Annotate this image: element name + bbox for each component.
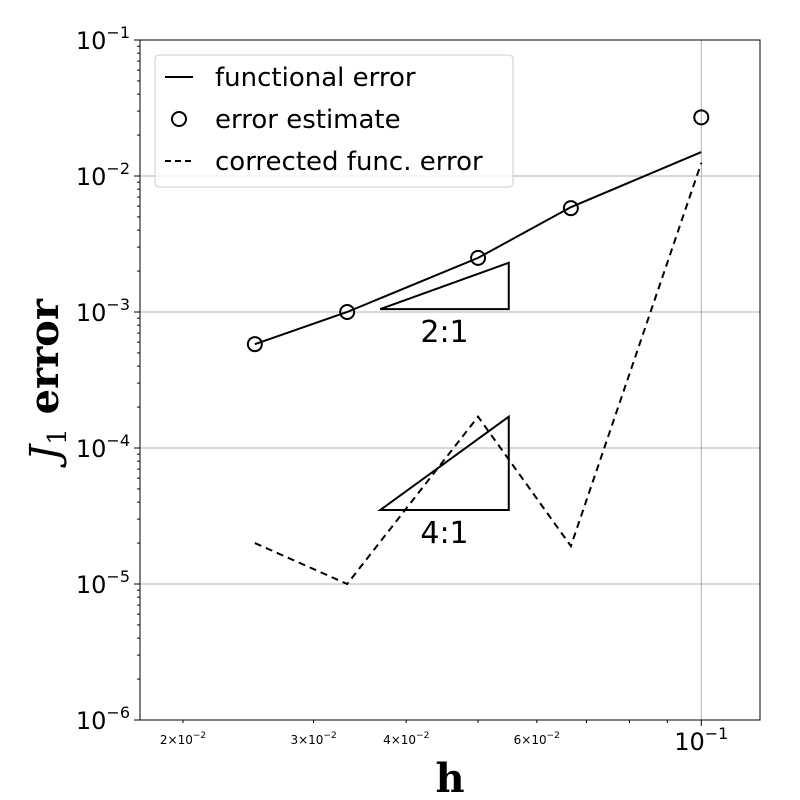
slope-triangles: 2:1 4:1 [377,261,510,551]
y-tick-label: 10−5 [76,567,130,599]
x-minor-tick-label: 2×10−2 [160,731,206,747]
x-minor-tick-label: 4×10−2 [383,731,429,747]
slope-triangle: 4:1 [377,414,510,551]
slope-triangle-label: 2:1 [420,315,468,350]
legend-label-functional-error: functional error [215,63,416,93]
y-axis-label-subscript: 1 [43,428,73,445]
x-minor-tick-label: 6×10−2 [514,731,560,747]
legend-label-corrected-error: corrected func. error [215,147,483,177]
legend: functional error error estimate correcte… [154,54,514,188]
y-tick-label: 10−6 [76,703,130,735]
series-line-functional-error [254,151,702,346]
series-corrected-func-error [254,162,703,586]
slope-triangle-label: 4:1 [420,516,468,551]
data-point-error-estimate [339,304,356,320]
slope-triangle-shape [379,261,510,311]
x-axis-label: h [435,755,464,800]
y-tick-label: 10−2 [76,159,130,191]
y-tick-label: 10−1 [76,23,130,55]
y-axis-label: J1 error [21,298,73,468]
data-point-error-estimate [562,200,579,217]
y-axis-label-main: J [22,443,68,468]
legend-label-error-estimate: error estimate [215,105,401,135]
slope-triangle: 2:1 [379,261,510,350]
legend-box [154,54,514,188]
axis-ticks: 10−1 10−2 10−3 10−4 10−5 10−6 10−1 2×10−2 3×10−2… [76,23,728,756]
data-point-error-estimate [246,336,263,353]
data-point-error-estimate [693,109,710,126]
y-axis-label-suffix: error [21,298,68,428]
svg-text:J1 error: J1 error [21,298,73,468]
series-layer [246,109,710,586]
series-line-corrected-func-error [254,162,703,586]
x-tick-label: 10−1 [674,724,728,756]
data-point-error-estimate [470,249,487,266]
slope-triangle-shape [377,414,510,512]
series-error-estimate [246,109,710,353]
grid-lines [140,40,760,720]
series-functional-error [254,151,702,346]
y-tick-label: 10−4 [76,431,130,463]
legend-swatch-error-estimate [171,111,187,127]
plot-frame [139,39,761,721]
y-tick-label: 10−3 [76,295,130,327]
x-minor-tick-label: 3×10−2 [290,731,336,747]
